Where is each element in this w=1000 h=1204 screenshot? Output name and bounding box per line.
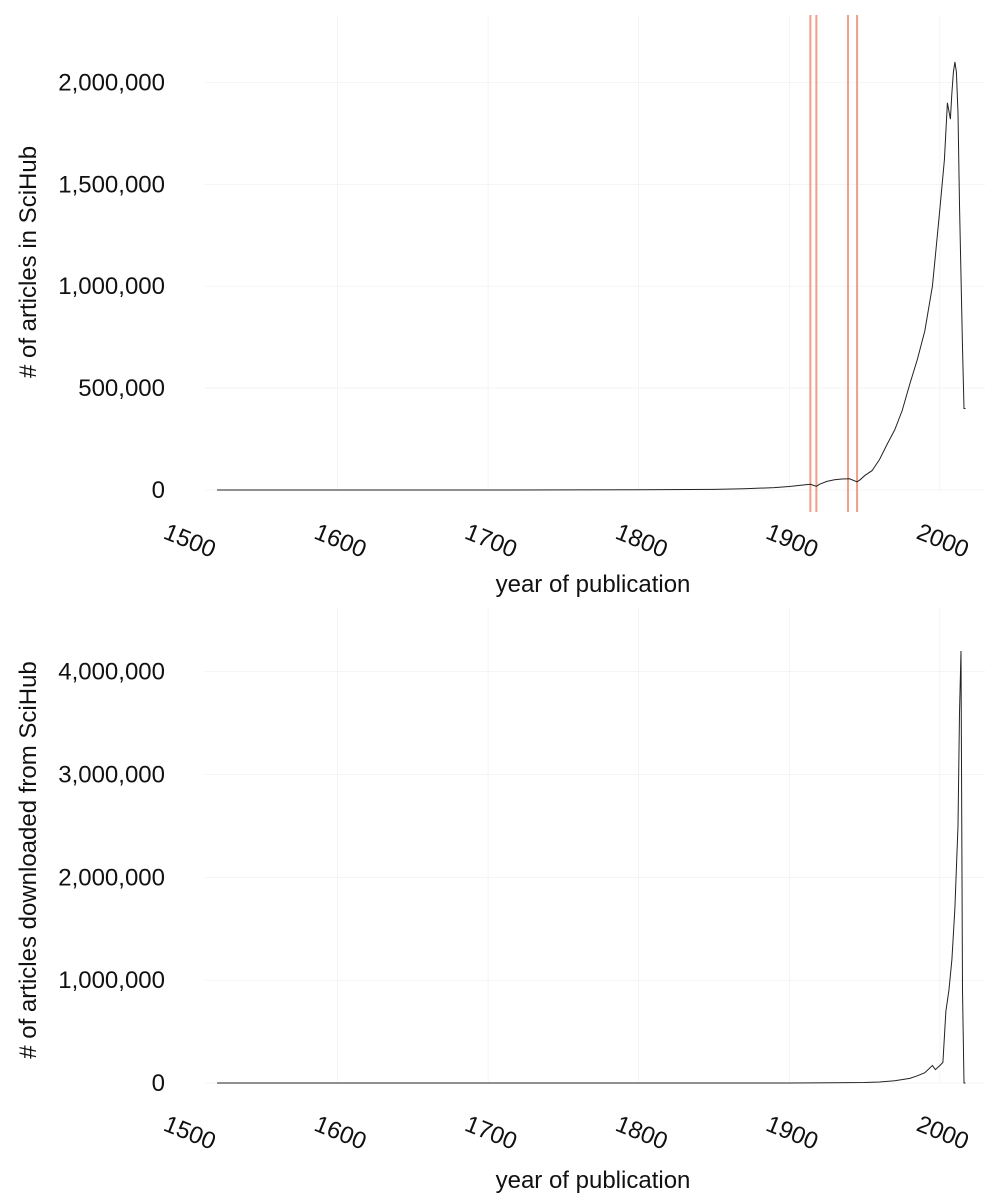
y-axis-title: # of articles in SciHub xyxy=(15,146,42,378)
x-tick-labels: 1500 1600 1700 1800 1900 2000 xyxy=(160,519,973,564)
y-tick-label: 0 xyxy=(152,477,165,504)
grid-lines xyxy=(205,607,985,1084)
y-tick-label: 2,000,000 xyxy=(58,864,165,891)
y-tick-label: 1,000,000 xyxy=(58,273,165,300)
grid-lines xyxy=(205,15,985,491)
chart-scihub-downloads: 0 1,000,000 2,000,000 3,000,000 4,000,000 15… xyxy=(15,607,985,1194)
y-tick-label: 4,000,000 xyxy=(58,659,165,686)
x-axis-title: year of publication xyxy=(496,571,691,598)
y-tick-labels: 0 500,000 1,000,000 1,500,000 2,000,000 xyxy=(58,69,165,504)
y-axis-title: # of articles downloaded from SciHub xyxy=(15,661,42,1059)
y-tick-label: 2,000,000 xyxy=(58,69,165,96)
chart-scihub-articles: 0 500,000 1,000,000 1,500,000 2,000,000 1500… xyxy=(15,15,985,598)
x-tick-label: 1500 xyxy=(160,519,220,564)
x-tick-label: 1600 xyxy=(311,1111,371,1156)
series-line xyxy=(217,650,966,1084)
x-tick-label: 2000 xyxy=(913,519,973,564)
x-tick-label: 1500 xyxy=(160,1111,220,1156)
x-tick-label: 1900 xyxy=(762,519,822,564)
x-tick-label: 2000 xyxy=(913,1111,973,1156)
y-tick-label: 1,000,000 xyxy=(58,967,165,994)
x-tick-labels: 1500 1600 1700 1800 1900 2000 xyxy=(160,1111,973,1156)
y-tick-label: 3,000,000 xyxy=(58,761,165,788)
x-tick-label: 1800 xyxy=(612,1111,672,1156)
y-tick-label: 500,000 xyxy=(78,375,165,402)
x-axis-title: year of publication xyxy=(496,1167,691,1194)
y-tick-label: 1,500,000 xyxy=(58,171,165,198)
series xyxy=(217,650,966,1084)
y-tick-label: 0 xyxy=(152,1070,165,1097)
reference-lines xyxy=(809,15,859,512)
x-tick-label: 1700 xyxy=(461,519,521,564)
x-tick-label: 1800 xyxy=(612,519,672,564)
x-tick-label: 1700 xyxy=(461,1111,521,1156)
x-tick-label: 1900 xyxy=(762,1111,822,1156)
y-tick-labels: 0 1,000,000 2,000,000 3,000,000 4,000,000 xyxy=(58,659,165,1097)
x-tick-label: 1600 xyxy=(311,519,371,564)
series-line xyxy=(217,61,966,491)
series xyxy=(217,61,966,491)
